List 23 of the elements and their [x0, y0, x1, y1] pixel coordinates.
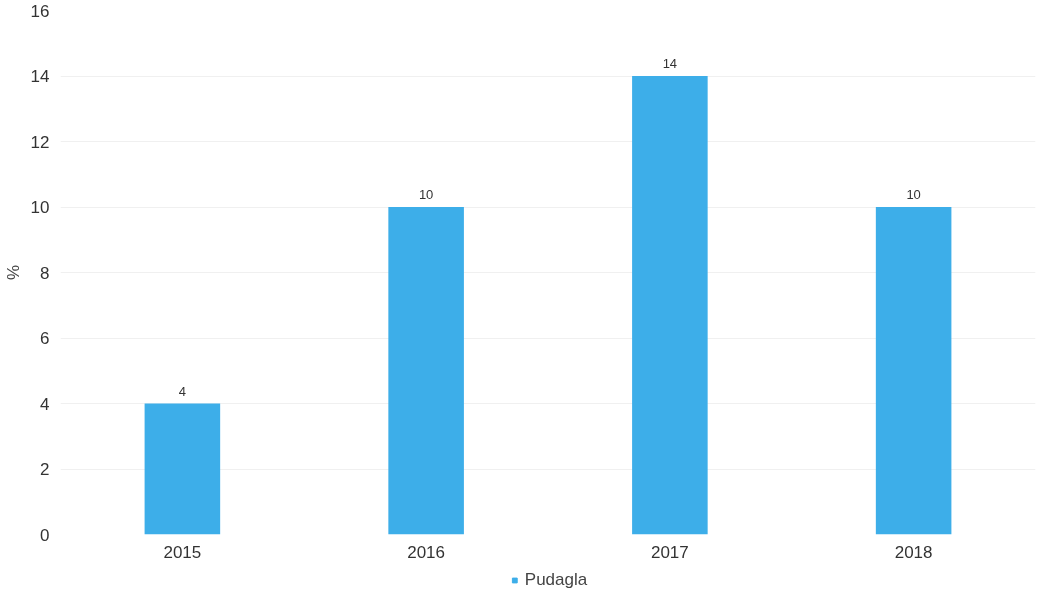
y-tick-label: 0 [40, 525, 50, 545]
y-tick-label: 2 [40, 460, 50, 479]
data-label: 10 [418, 187, 434, 202]
legend-label: Pudagla [524, 570, 588, 590]
bar [875, 207, 952, 535]
x-tick-label: 2018 [894, 542, 933, 562]
bar [388, 207, 464, 535]
y-tick-label: 12 [30, 132, 50, 152]
data-label: 4 [178, 383, 186, 399]
x-tick-label: 2017 [650, 542, 689, 562]
y-tick-label: 6 [40, 329, 50, 348]
y-tick-label: 8 [40, 263, 50, 283]
y-tick-label: 16 [30, 1, 50, 21]
x-tick-label: 2015 [163, 542, 202, 562]
y-tick-label: 10 [30, 198, 50, 217]
x-tick-label: 2016 [407, 542, 446, 562]
data-label: 14 [662, 56, 678, 71]
bar [144, 403, 221, 535]
data-label: 10 [906, 187, 921, 202]
y-tick-label: 4 [40, 394, 50, 414]
y-axis-title: % [3, 264, 23, 281]
y-tick-label: 14 [30, 67, 50, 86]
bar [632, 76, 708, 535]
